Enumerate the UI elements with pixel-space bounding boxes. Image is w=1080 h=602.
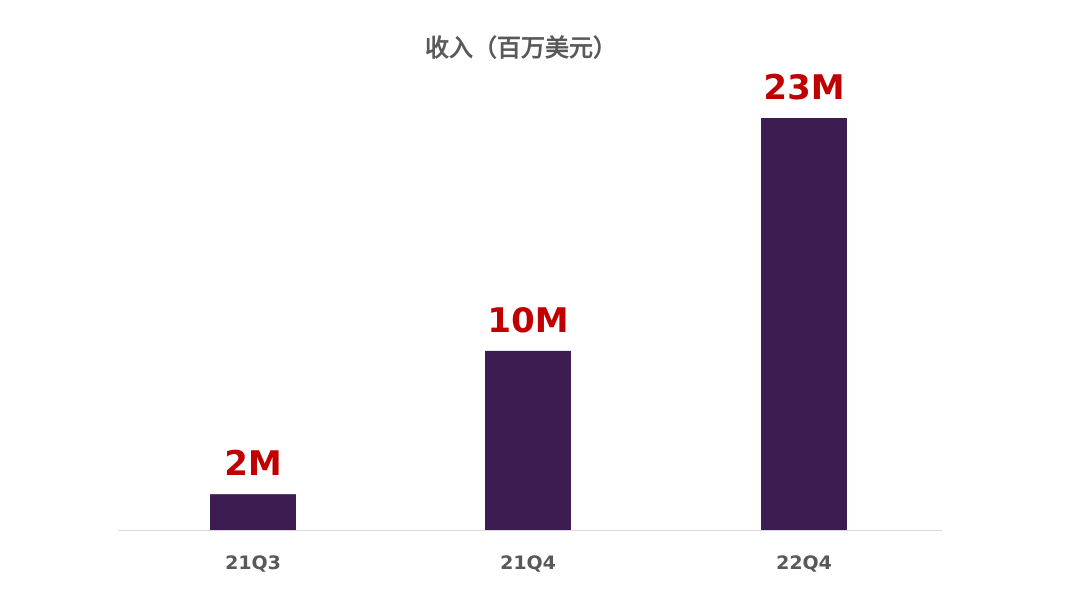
- value-label-21Q4: 10M: [487, 301, 568, 341]
- bars-group: [210, 118, 847, 530]
- value-label-21Q3: 2M: [224, 444, 282, 484]
- bar-21Q3: [210, 494, 296, 530]
- x-tick-labels-group: 21Q3 21Q4 22Q4: [225, 552, 832, 574]
- value-label-22Q4: 23M: [763, 68, 844, 108]
- bar-21Q4: [485, 350, 571, 530]
- value-labels-group: 2M 10M 23M: [224, 68, 844, 484]
- x-tick-label-21Q3: 21Q3: [225, 552, 281, 574]
- bar-22Q4: [761, 118, 847, 530]
- chart-title: 收入（百万美元）: [425, 34, 617, 62]
- x-tick-label-22Q4: 22Q4: [776, 552, 832, 574]
- x-tick-label-21Q4: 21Q4: [500, 552, 556, 574]
